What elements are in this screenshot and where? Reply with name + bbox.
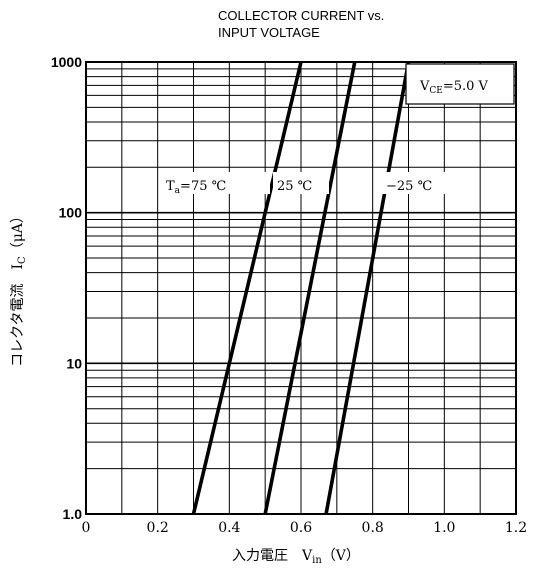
x-tick-label: 1.2 [505, 520, 527, 536]
x-tick-labels: 0 0.2 0.4 0.6 0.8 1.0 1.2 [82, 520, 528, 536]
x-tick-label: 0.6 [290, 520, 312, 536]
y-axis-label-sub: C [17, 256, 28, 264]
label-m25-bg [382, 172, 446, 194]
x-axis-label: 入力電圧 Vin（V） [232, 548, 360, 566]
x-axis-label-unit: （V） [322, 548, 360, 564]
x-tick-label: 0.8 [362, 520, 384, 536]
condition-prefix: V [419, 79, 430, 94]
x-tick-label: 0.2 [147, 520, 169, 536]
label-75-sub: a [175, 186, 181, 196]
y-axis-label-unit: （μA） [10, 209, 26, 256]
chart-title-line-2: INPUT VOLTAGE [218, 25, 320, 40]
y-tick-label: 100 [59, 205, 83, 221]
x-axis-label-sub: in [312, 555, 322, 566]
series-label-minus25: −25 ℃ [386, 179, 432, 194]
condition-label: VCE=5.0 V [419, 79, 489, 96]
condition-box [405, 63, 515, 105]
chart-title-line-1: COLLECTOR CURRENT vs. [218, 8, 384, 23]
y-tick-labels: 1.0 10 100 1000 [51, 54, 82, 522]
grid [86, 62, 516, 514]
y-tick-label: 1.0 [63, 506, 83, 522]
series-line-1 [263, 61, 357, 515]
y-axis-label: コレクタ電流 IC（μA） [10, 209, 28, 367]
x-tick-label: 0 [82, 520, 91, 536]
series-line-0 [191, 61, 303, 515]
condition-sub: CE [429, 86, 442, 96]
label-75-prefix: T [166, 179, 175, 194]
series-line-2 [324, 61, 411, 515]
series-lines [191, 61, 411, 515]
x-axis-label-main: 入力電圧 V [232, 548, 313, 564]
label-75-text: =75 ℃ [180, 179, 226, 194]
label-25-bg [273, 172, 329, 194]
series-label-75: Ta=75 ℃ [166, 179, 226, 196]
x-tick-label: 0.4 [218, 520, 240, 536]
label-75-bg [162, 172, 270, 194]
y-tick-label: 1000 [51, 54, 82, 70]
y-tick-label: 10 [66, 355, 82, 371]
series-label-25: 25 ℃ [277, 179, 312, 194]
y-axis-label-main: コレクタ電流 I [10, 264, 26, 367]
x-tick-label: 1.0 [433, 520, 455, 536]
condition-text: =5.0 V [443, 79, 489, 94]
